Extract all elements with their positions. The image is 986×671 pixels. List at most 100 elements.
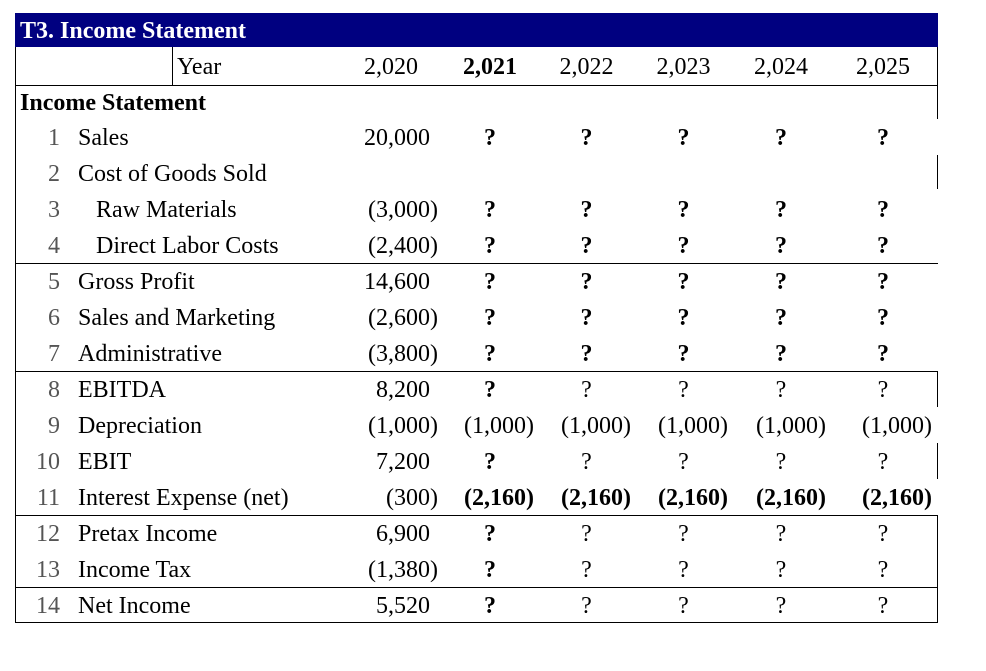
border: [15, 47, 16, 623]
row-label: Direct Labor Costs: [96, 233, 279, 259]
cell-value: ?: [677, 341, 690, 367]
cell-value: ?: [678, 521, 689, 547]
cell-value: ?: [877, 593, 889, 619]
cell-value: (1,000): [756, 413, 826, 439]
border: [15, 587, 938, 588]
row-number: 6: [48, 305, 60, 331]
cell-value: ?: [877, 125, 889, 151]
row-number: 9: [48, 413, 60, 439]
border: [937, 371, 938, 407]
border: [15, 85, 938, 86]
border: [15, 622, 938, 623]
cell-value: ?: [775, 341, 787, 367]
cell-value: (2,160): [658, 485, 728, 511]
cell-value: (2,160): [464, 485, 534, 511]
row-label: Income Tax: [78, 557, 192, 583]
row-number: 12: [36, 521, 60, 547]
cell-value: ?: [581, 593, 592, 619]
cell-value: ?: [580, 341, 593, 367]
year-label: Year: [177, 54, 222, 80]
border: [937, 515, 938, 623]
cell-value: ?: [484, 341, 496, 367]
cell-value: ?: [677, 305, 690, 331]
cell-value: ?: [484, 521, 496, 547]
cell-value: ?: [877, 269, 889, 295]
title-bar: [15, 13, 938, 47]
cell-value: ?: [484, 557, 496, 583]
row-label: Sales and Marketing: [78, 305, 276, 331]
cell-value: (1,000): [561, 413, 631, 439]
year: 2,025: [856, 54, 910, 80]
cell-value: ?: [484, 593, 496, 619]
border: [15, 371, 938, 372]
cell-value: (2,600): [368, 305, 438, 331]
section-label: Income Statement: [20, 90, 206, 116]
year: 2,021: [463, 54, 517, 80]
cell-value: ?: [677, 125, 690, 151]
cell-value: ?: [877, 233, 889, 259]
row-label: Administrative: [78, 341, 222, 367]
cell-value: ?: [484, 233, 496, 259]
row-number: 8: [48, 377, 60, 403]
row-number: 10: [36, 449, 60, 475]
year: 2,024: [754, 54, 808, 80]
cell-value: ?: [877, 341, 889, 367]
cell-value: ?: [877, 521, 889, 547]
cell-value: ?: [677, 197, 690, 223]
cell-value: (2,160): [561, 485, 631, 511]
border: [937, 155, 938, 189]
row-label: Gross Profit: [78, 269, 195, 295]
row-label: Cost of Goods Sold: [78, 161, 267, 187]
cell-value: ?: [581, 557, 592, 583]
row-label: Net Income: [78, 593, 191, 619]
year: 2,022: [559, 54, 614, 80]
cell-value: ?: [775, 305, 787, 331]
cell-value: ?: [678, 593, 689, 619]
cell-value: (1,000): [862, 413, 932, 439]
cell-value: (2,160): [756, 485, 826, 511]
row-label: Depreciation: [78, 413, 202, 439]
cell-value: ?: [580, 269, 593, 295]
border: [937, 443, 938, 479]
cell-value: 20,000: [364, 125, 430, 151]
cell-value: ?: [678, 557, 689, 583]
row-number: 5: [48, 269, 60, 295]
row-number: 1: [48, 125, 60, 151]
cell-value: ?: [581, 449, 592, 475]
year: 2,023: [656, 54, 711, 80]
cell-value: (3,000): [368, 197, 438, 223]
cell-value: ?: [677, 233, 690, 259]
row-number: 13: [36, 557, 60, 583]
cell-value: ?: [484, 125, 496, 151]
cell-value: ?: [484, 377, 496, 403]
cell-value: (2,160): [862, 485, 932, 511]
cell-value: ?: [580, 197, 593, 223]
cell-value: 7,200: [376, 449, 430, 475]
cell-value: ?: [877, 557, 889, 583]
cell-value: ?: [877, 305, 889, 331]
cell-value: ?: [580, 233, 593, 259]
cell-value: ?: [775, 197, 787, 223]
cell-value: (1,000): [464, 413, 534, 439]
cell-value: 8,200: [376, 377, 430, 403]
row-number: 7: [48, 341, 60, 367]
cell-value: ?: [581, 377, 592, 403]
cell-value: ?: [678, 449, 689, 475]
cell-value: ?: [775, 125, 787, 151]
cell-value: (300): [386, 485, 438, 511]
row-label: Pretax Income: [78, 521, 218, 547]
row-label: Sales: [78, 125, 129, 151]
row-label: EBITDA: [78, 377, 166, 403]
cell-value: ?: [775, 233, 787, 259]
cell-value: ?: [775, 449, 787, 475]
cell-value: ?: [775, 269, 787, 295]
row-number: 11: [36, 485, 60, 511]
cell-value: ?: [484, 197, 496, 223]
cell-value: ?: [484, 449, 496, 475]
cell-value: 5,520: [376, 593, 430, 619]
cell-value: (2,400): [368, 233, 438, 259]
row-label: EBIT: [78, 449, 132, 475]
cell-value: ?: [775, 521, 787, 547]
row-number: 3: [48, 197, 60, 223]
